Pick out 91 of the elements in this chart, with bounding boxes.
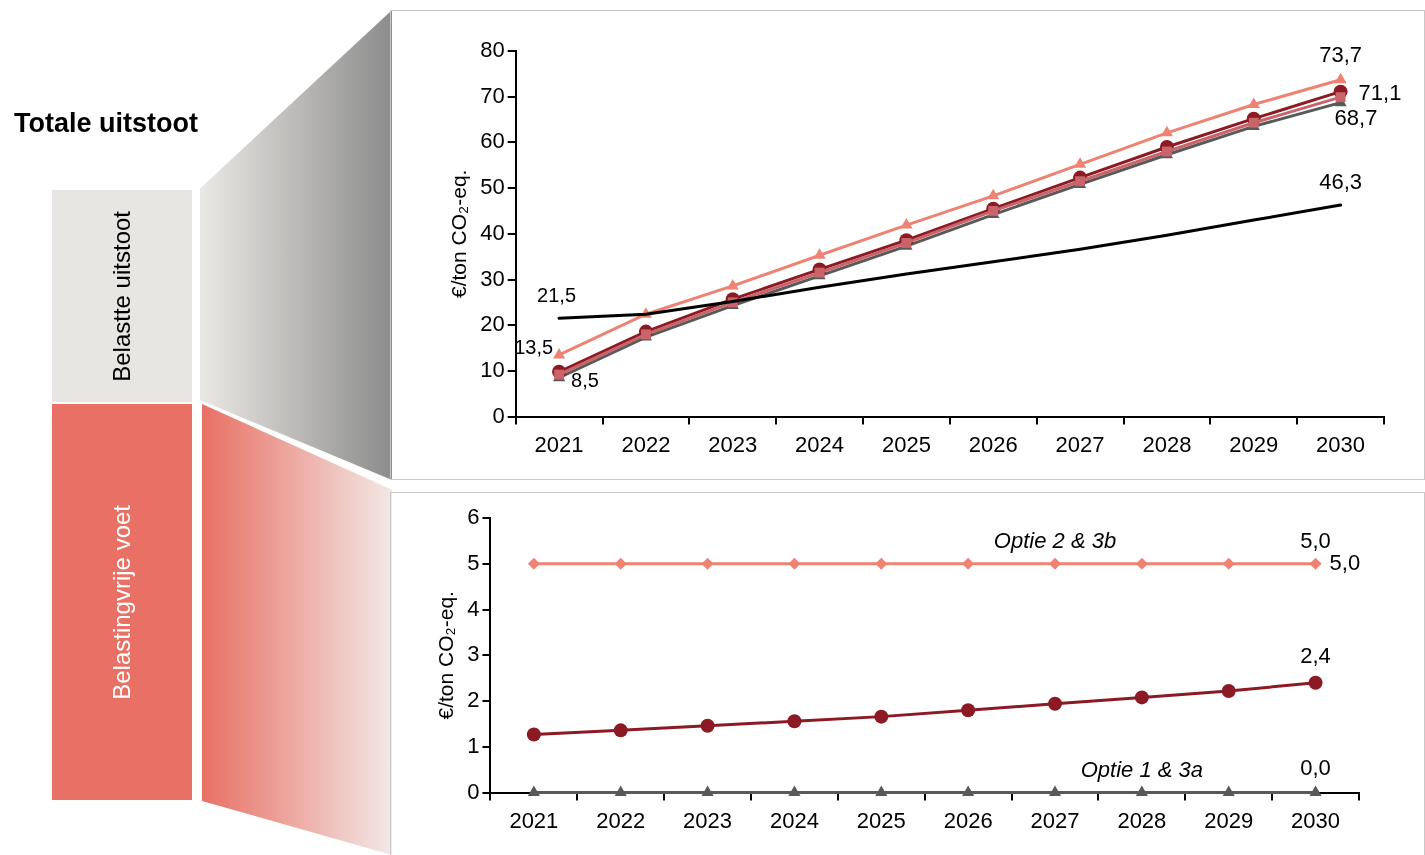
point — [553, 347, 566, 359]
x-tick-label: 2024 — [795, 431, 845, 457]
point — [701, 557, 714, 570]
y-tick-label: 0 — [492, 402, 505, 428]
lower-block: Belastingvrije voet — [52, 404, 192, 800]
x-tick-label: 2028 — [1117, 807, 1167, 833]
point — [788, 785, 801, 797]
data-label: 73,7 — [1319, 41, 1362, 67]
point — [1134, 690, 1149, 705]
y-tick-label: 20 — [480, 311, 505, 337]
data-label: 5,0 — [1329, 549, 1361, 575]
y-tick-label: 10 — [480, 356, 505, 382]
x-tick-label: 2026 — [968, 431, 1018, 457]
point — [787, 714, 802, 729]
x-tick-label: 2023 — [683, 807, 733, 833]
point — [1247, 97, 1260, 108]
x-tick-label: 2025 — [856, 807, 906, 833]
point — [614, 785, 627, 797]
point — [813, 248, 826, 259]
y-axis-title: €/ton CO₂-eq. — [434, 591, 458, 720]
data-label: 71,1 — [1358, 79, 1402, 105]
point — [1334, 72, 1347, 84]
point — [1308, 675, 1323, 690]
point — [1222, 557, 1235, 570]
point — [875, 785, 888, 797]
point — [1135, 785, 1148, 797]
y-tick-label: 60 — [480, 128, 505, 154]
x-tick-label: 2025 — [881, 431, 931, 457]
upper-block: Belastte uitstoot — [52, 190, 192, 402]
point — [700, 718, 715, 733]
y-tick-label: 3 — [467, 641, 480, 667]
y-axis-title: €/ton CO₂-eq. — [447, 169, 471, 298]
point — [1335, 92, 1346, 103]
point — [1074, 157, 1087, 168]
point — [900, 218, 913, 229]
x-tick-label: 2029 — [1204, 807, 1254, 833]
point — [1309, 785, 1322, 797]
point — [1309, 557, 1322, 570]
annotation: Optie 2 & 3b — [993, 527, 1117, 553]
data-label: 2,4 — [1300, 642, 1331, 668]
y-tick-label: 1 — [467, 732, 480, 758]
x-tick-label: 2024 — [769, 807, 819, 833]
data-label: 13,5 — [514, 336, 554, 359]
y-tick-label: 5 — [467, 549, 480, 575]
point — [788, 557, 801, 570]
point — [1048, 696, 1062, 711]
x-tick-label: 2023 — [708, 431, 758, 457]
x-tick-label: 2027 — [1055, 431, 1105, 457]
point — [613, 723, 628, 738]
point — [527, 557, 540, 570]
point — [1160, 125, 1173, 137]
x-tick-label: 2030 — [1291, 807, 1341, 833]
point — [961, 703, 976, 718]
x-tick-label: 2021 — [509, 807, 559, 833]
data-label: 0,0 — [1300, 754, 1331, 780]
data-label: 46,3 — [1319, 169, 1362, 195]
point — [987, 188, 1000, 200]
point — [1221, 684, 1236, 698]
y-tick-label: 2 — [467, 687, 480, 713]
point — [875, 557, 888, 570]
point — [874, 709, 889, 724]
data-label: 21,5 — [537, 283, 577, 306]
x-tick-label: 2030 — [1316, 431, 1366, 457]
y-tick-label: 40 — [480, 219, 505, 245]
y-tick-label: 0 — [467, 778, 480, 804]
data-label: 8,5 — [571, 369, 599, 392]
y-tick-label: 30 — [480, 265, 505, 291]
point — [1049, 557, 1061, 570]
point — [526, 727, 541, 742]
text: Totale uitstoot — [14, 108, 198, 139]
y-tick-label: 6 — [467, 504, 480, 530]
y-tick-label: 4 — [467, 595, 480, 621]
annotation: 5,0 — [1300, 527, 1331, 553]
point — [726, 278, 739, 290]
x-tick-label: 2027 — [1030, 807, 1080, 833]
x-tick-label: 2029 — [1229, 431, 1279, 457]
y-tick-label: 80 — [480, 37, 505, 63]
point — [527, 785, 540, 797]
x-tick-label: 2028 — [1142, 431, 1192, 457]
point — [1048, 785, 1062, 797]
point — [1222, 785, 1235, 797]
x-tick-label: 2022 — [596, 807, 646, 833]
x-tick-label: 2022 — [621, 431, 671, 457]
y-tick-label: 70 — [480, 82, 505, 108]
annotation: Optie 1 & 3a — [1080, 756, 1204, 782]
y-tick-label: 50 — [480, 174, 505, 200]
x-tick-label: 2026 — [943, 807, 993, 833]
data-label: 68,7 — [1334, 104, 1378, 130]
x-tick-label: 2021 — [534, 431, 584, 457]
point — [962, 785, 975, 797]
point — [701, 785, 714, 797]
